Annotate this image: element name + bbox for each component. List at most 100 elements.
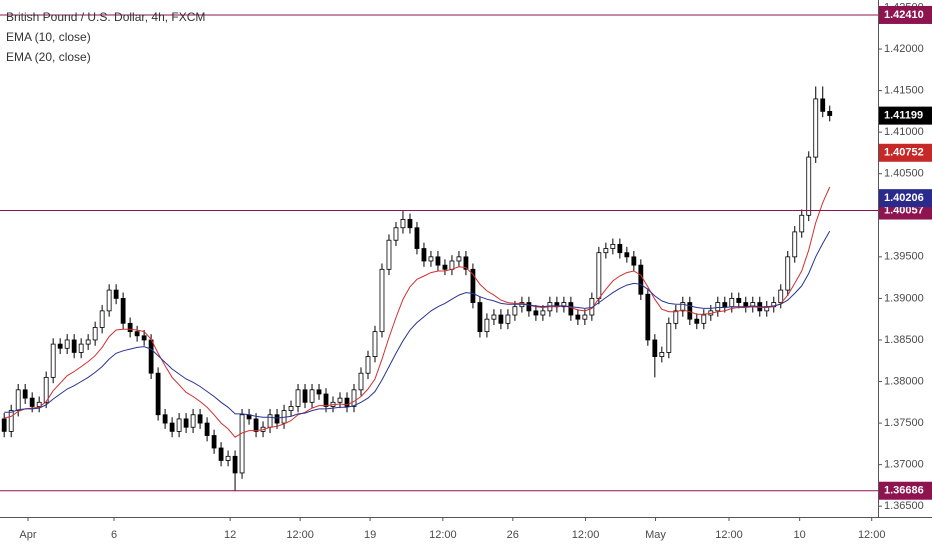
candle-body — [652, 339, 658, 357]
candle-body — [715, 302, 721, 312]
candle-body — [813, 98, 819, 158]
candle-body — [295, 389, 301, 407]
candle-body — [344, 397, 350, 407]
candle-body — [722, 302, 728, 308]
candle-body — [211, 435, 217, 449]
price-tag-label: 1.42410 — [884, 9, 924, 21]
candle-body — [533, 310, 539, 316]
y-tick-label: 1.41000 — [884, 126, 924, 138]
candle-body — [799, 214, 805, 233]
price-tag — [879, 481, 932, 500]
candle-body — [134, 331, 140, 337]
candle-body — [575, 314, 581, 320]
x-tick-label: 19 — [364, 529, 376, 541]
x-tick-label: 6 — [111, 529, 117, 541]
candle-body — [435, 256, 441, 266]
candle-body — [638, 264, 644, 295]
candle-body — [540, 310, 546, 316]
price-tag-label: 1.40057 — [884, 204, 924, 216]
candle-body — [372, 331, 378, 357]
candle-body — [778, 289, 784, 303]
price-tag-label: 1.41199 — [884, 110, 923, 122]
candle-body — [204, 422, 210, 436]
price-tag — [879, 5, 932, 24]
price-tag — [879, 106, 932, 125]
candle-body — [512, 306, 518, 316]
candle-body — [288, 406, 294, 412]
candle-body — [316, 389, 322, 395]
candle-body — [484, 318, 490, 333]
candle-body — [820, 98, 826, 112]
candle-body — [232, 455, 238, 474]
candle-body — [183, 418, 189, 428]
candle-body — [15, 389, 21, 412]
candle-body — [491, 314, 497, 320]
candle-body — [162, 414, 168, 424]
candle-body — [442, 264, 448, 270]
candle-body — [792, 231, 798, 258]
candle-body — [323, 393, 329, 407]
candle-body — [176, 418, 182, 432]
candle-body — [827, 110, 833, 116]
candle-body — [99, 310, 105, 328]
candle-body — [596, 252, 602, 299]
x-tick-label: 12:00 — [286, 529, 314, 541]
candle-body — [64, 339, 70, 349]
price-tag — [879, 143, 932, 162]
x-tick-label: 12:00 — [572, 529, 600, 541]
candle-body — [148, 339, 154, 374]
candle-body — [624, 252, 630, 258]
candle-body — [239, 414, 245, 474]
candle-body — [127, 322, 133, 333]
candle-body — [309, 389, 315, 403]
candle-body — [498, 314, 504, 324]
candle-body — [50, 343, 56, 378]
candle-body — [78, 343, 84, 353]
candle-body — [267, 414, 273, 428]
y-tick-label: 1.36500 — [884, 500, 924, 512]
candle-body — [659, 352, 665, 357]
candle-body — [337, 397, 343, 403]
candle-body — [302, 389, 308, 403]
candle-body — [8, 410, 14, 432]
candle-body — [568, 302, 574, 316]
candle-body — [701, 314, 707, 324]
chart-title: British Pound / U.S. Dollar, 4h, FXCM — [6, 10, 205, 24]
y-tick-label: 1.37000 — [884, 459, 924, 471]
axes: 1.36500 1.37000 1.37500 1.38000 1.38500 1.390… — [19, 1, 932, 541]
candle-body — [218, 447, 224, 461]
candle-body — [92, 327, 98, 341]
candle-body — [645, 293, 651, 341]
x-tick-label: 12:00 — [429, 529, 457, 541]
candle-body — [22, 389, 28, 399]
candle-body — [470, 268, 476, 303]
candle-body — [169, 422, 175, 432]
candle-body — [456, 256, 462, 262]
candle-body — [666, 322, 672, 353]
candle-body — [729, 297, 735, 308]
candle-body — [1, 418, 7, 432]
x-tick-label: 12:00 — [858, 529, 886, 541]
candle-body — [582, 314, 588, 320]
candle-body — [407, 219, 413, 229]
candle-body — [449, 260, 455, 270]
candle-body — [85, 339, 91, 345]
y-tick-label: 1.42000 — [884, 43, 924, 55]
candle-body — [428, 256, 434, 262]
y-tick-label: 1.38000 — [884, 375, 924, 387]
x-tick-label: 12 — [224, 529, 236, 541]
candle-body — [526, 302, 532, 312]
x-tick-label: 10 — [794, 529, 806, 541]
candle-body — [141, 335, 147, 341]
price-tag — [879, 189, 932, 208]
candle-body — [561, 302, 567, 308]
candle-body — [351, 389, 357, 407]
candle-body — [253, 418, 259, 432]
candle-body — [806, 156, 812, 216]
candle-body — [71, 339, 77, 353]
candle-body — [400, 219, 406, 229]
price-tag-label: 1.36686 — [884, 485, 924, 497]
x-tick-label: 26 — [507, 529, 519, 541]
candle-body — [463, 256, 469, 270]
candle-body — [155, 372, 161, 416]
